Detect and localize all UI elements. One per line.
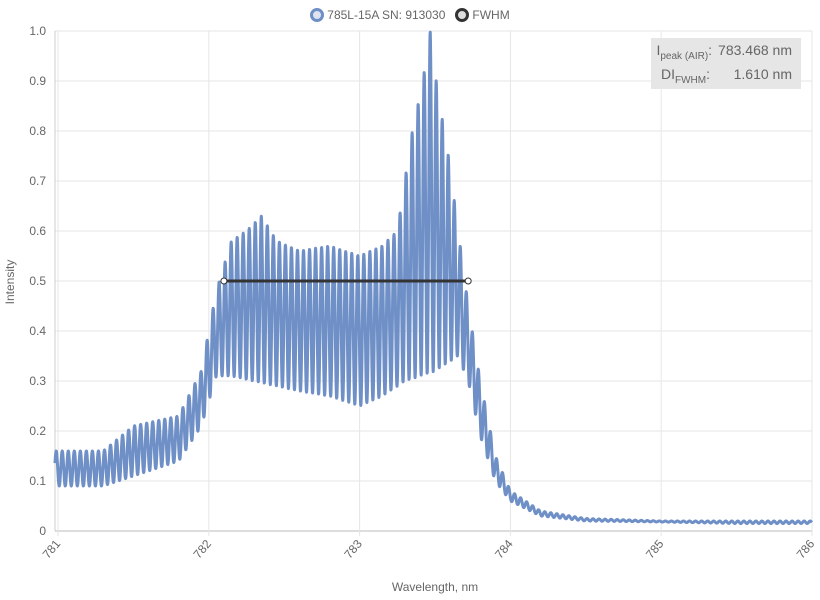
fwhm-value: 1.610 nm xyxy=(733,66,792,82)
legend-item-fwhm[interactable]: FWHM xyxy=(455,8,510,22)
x-tick-label: 781 xyxy=(40,537,64,562)
y-tick-label: 0 xyxy=(39,524,46,538)
peak-stats-box: Ipeak (AIR): 783.468 nm DIFWHM: 1.610 nm xyxy=(651,38,801,89)
x-axis-ticks: 781 782 783 784 785 786 xyxy=(40,537,818,562)
y-tick-label: 0.2 xyxy=(29,424,46,438)
y-tick-label: 0.3 xyxy=(29,374,46,388)
peak-wavelength-row: Ipeak (AIR): 783.468 nm xyxy=(656,42,792,62)
fwhm-start-point xyxy=(220,277,228,285)
series-line xyxy=(53,30,814,525)
y-tick-label: 0.5 xyxy=(29,274,46,288)
fwhm-circle-icon xyxy=(455,8,470,22)
series-circle-icon xyxy=(310,8,325,22)
y-tick-label: 0.4 xyxy=(29,324,46,338)
y-tick-label: 0.6 xyxy=(29,224,46,238)
x-tick-label: 785 xyxy=(643,537,667,562)
legend-series-label: 785L-15A SN: 913030 xyxy=(327,8,446,22)
y-tick-label: 0.1 xyxy=(29,474,46,488)
fwhm-stat-label: DIFWHM: xyxy=(661,66,710,86)
y-tick-label: 0.8 xyxy=(29,124,46,138)
fwhm-width-row: DIFWHM: 1.610 nm xyxy=(661,66,792,86)
legend: 785L-15A SN: 913030 FWHM xyxy=(0,5,820,25)
y-tick-label: 0.9 xyxy=(29,74,46,88)
fwhm-end-point xyxy=(464,277,472,285)
y-axis-label: Intensity xyxy=(3,260,17,305)
legend-fwhm-label: FWHM xyxy=(472,8,510,22)
x-tick-label: 784 xyxy=(492,537,516,562)
peak-value: 783.468 nm xyxy=(718,42,792,58)
x-tick-label: 786 xyxy=(794,537,818,562)
legend-item-series[interactable]: 785L-15A SN: 913030 xyxy=(310,8,445,22)
y-tick-label: 1.0 xyxy=(29,24,46,38)
x-axis-label: Wavelength, nm xyxy=(392,580,478,594)
peak-label: Ipeak (AIR): xyxy=(656,42,713,62)
y-tick-label: 0.7 xyxy=(29,174,46,188)
y-axis-ticks: 0 0.1 0.2 0.3 0.4 0.5 0.6 0.7 0.8 0.9 1.0 xyxy=(29,24,46,538)
x-tick-label: 782 xyxy=(191,537,215,562)
x-tick-label: 783 xyxy=(341,537,365,562)
